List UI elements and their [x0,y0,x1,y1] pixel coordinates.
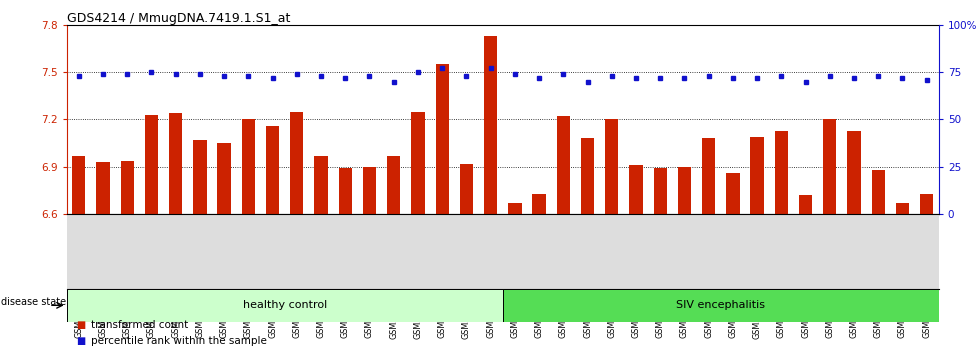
Text: healthy control: healthy control [243,300,326,310]
Bar [145,115,158,214]
Bar [121,160,134,214]
Text: ■: ■ [76,336,85,346]
Bar [387,156,401,214]
Bar [412,112,424,214]
Bar [169,113,182,214]
Bar [73,156,85,214]
Bar [339,169,352,214]
Bar [581,138,594,214]
Bar [290,112,304,214]
Bar [896,203,909,214]
Bar [702,138,715,214]
Text: ■: ■ [76,320,85,330]
Bar [726,173,740,214]
Bar [242,119,255,214]
Bar [871,170,885,214]
Bar [218,143,230,214]
Bar [96,162,110,214]
Bar [605,119,618,214]
Text: percentile rank within the sample: percentile rank within the sample [91,336,267,346]
Bar [775,131,788,214]
Bar [67,289,503,322]
Text: disease state: disease state [1,297,66,307]
Bar [363,167,376,214]
Bar [460,164,473,214]
Bar [654,169,666,214]
Bar [484,36,497,214]
Bar [315,156,327,214]
Bar [848,131,860,214]
Bar [435,64,449,214]
Bar [823,119,837,214]
Text: SIV encephalitis: SIV encephalitis [676,300,765,310]
Bar [678,167,691,214]
Bar [532,194,546,214]
Bar [920,194,933,214]
Bar [193,140,207,214]
Bar [751,137,763,214]
Bar [799,195,812,214]
Bar [509,203,521,214]
Bar [557,116,570,214]
Bar [266,126,279,214]
Text: transformed count: transformed count [91,320,188,330]
Bar [503,289,939,322]
Bar [629,165,643,214]
Text: GDS4214 / MmugDNA.7419.1.S1_at: GDS4214 / MmugDNA.7419.1.S1_at [67,12,290,25]
